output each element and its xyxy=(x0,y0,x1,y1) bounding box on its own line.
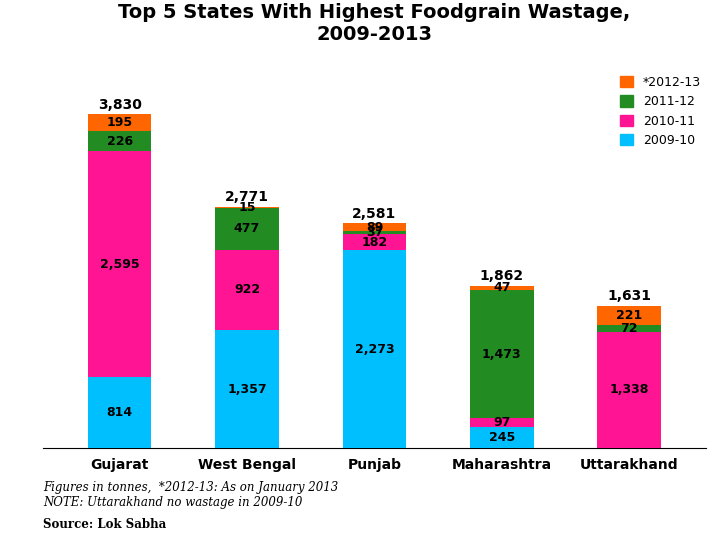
Bar xyxy=(470,427,534,448)
Bar xyxy=(598,325,661,332)
Text: 2,273: 2,273 xyxy=(354,343,395,356)
Legend: *2012-13, 2011-12, 2010-11, 2009-10: *2012-13, 2011-12, 2010-11, 2009-10 xyxy=(616,71,706,152)
Text: 72: 72 xyxy=(621,322,638,335)
Text: 15: 15 xyxy=(238,201,256,214)
Text: 37: 37 xyxy=(366,226,383,239)
Text: Source: Lok Sabha: Source: Lok Sabha xyxy=(43,518,166,531)
Bar xyxy=(470,286,534,290)
Text: 1,473: 1,473 xyxy=(482,348,521,361)
Text: 2,595: 2,595 xyxy=(100,258,140,271)
Bar xyxy=(88,114,151,131)
Bar xyxy=(215,208,279,249)
Bar xyxy=(598,332,661,448)
Text: 814: 814 xyxy=(107,406,132,419)
Text: 195: 195 xyxy=(107,117,132,130)
Text: 89: 89 xyxy=(366,221,383,234)
Text: 2,771: 2,771 xyxy=(225,190,269,204)
Text: 1,862: 1,862 xyxy=(480,269,524,284)
Text: 1,631: 1,631 xyxy=(607,289,651,303)
Bar xyxy=(215,207,279,208)
Text: 226: 226 xyxy=(107,135,132,148)
Text: 1,338: 1,338 xyxy=(610,383,649,396)
Text: 47: 47 xyxy=(493,281,510,294)
Bar xyxy=(88,377,151,448)
Bar xyxy=(598,306,661,325)
Text: 97: 97 xyxy=(493,416,510,429)
Bar xyxy=(343,234,406,250)
Bar xyxy=(215,330,279,448)
Title: Top 5 States With Highest Foodgrain Wastage,
2009-2013: Top 5 States With Highest Foodgrain Wast… xyxy=(118,3,631,44)
Bar xyxy=(343,250,406,448)
Bar xyxy=(470,418,534,427)
Bar xyxy=(343,224,406,231)
Text: 245: 245 xyxy=(489,431,515,444)
Text: 1,357: 1,357 xyxy=(228,382,267,396)
Bar xyxy=(343,231,406,234)
Text: 221: 221 xyxy=(616,309,642,322)
Text: 3,830: 3,830 xyxy=(98,98,142,112)
Text: 2,581: 2,581 xyxy=(352,207,397,221)
Text: Figures in tonnes,  *2012-13: As on January 2013
NOTE: Uttarakhand no wastage in: Figures in tonnes, *2012-13: As on Janua… xyxy=(43,481,338,509)
Text: 477: 477 xyxy=(234,222,260,235)
Text: 922: 922 xyxy=(234,284,260,296)
Bar xyxy=(470,290,534,418)
Text: 182: 182 xyxy=(361,235,387,249)
Bar xyxy=(88,131,151,151)
Bar xyxy=(215,249,279,330)
Bar xyxy=(88,151,151,377)
